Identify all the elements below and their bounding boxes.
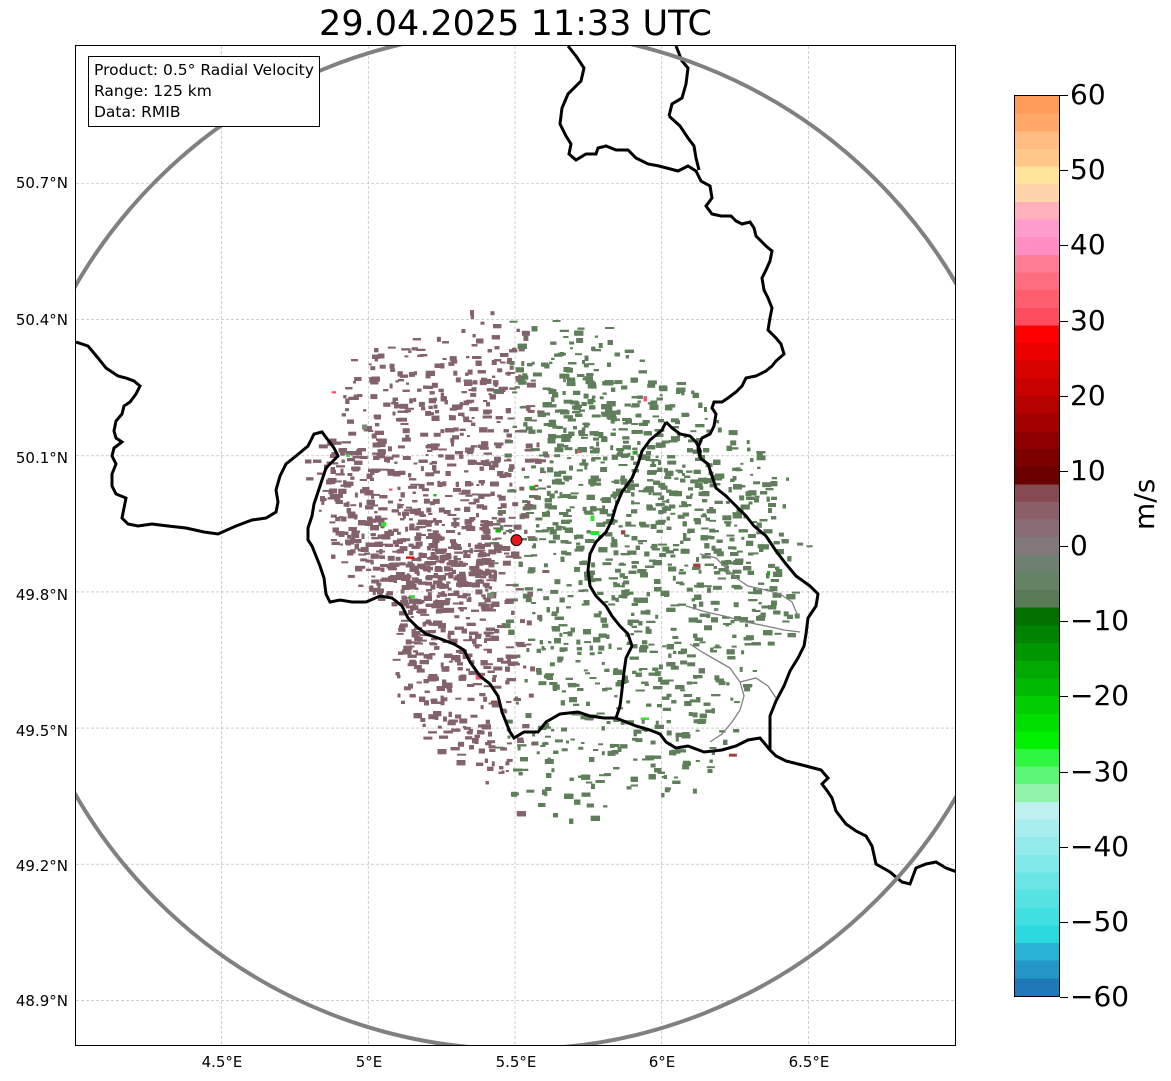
- admin-border-2: [685, 605, 801, 633]
- colorbar-tick-label: 60: [1070, 78, 1106, 111]
- colorbar-tick: [1060, 320, 1068, 322]
- lat-label: 49.2°N: [15, 857, 68, 875]
- lat-label: 50.4°N: [15, 311, 68, 329]
- colorbar-tick-label: 30: [1070, 303, 1106, 337]
- colorbar-tick: [1060, 395, 1068, 397]
- lat-label: 49.5°N: [15, 722, 68, 740]
- colorbar-tick: [1060, 470, 1068, 472]
- border-be-de: [558, 46, 786, 459]
- colorbar-tick-label: 10: [1070, 453, 1106, 487]
- radar-site-marker[interactable]: [510, 534, 523, 547]
- velocity-colorbar: [1014, 95, 1060, 997]
- colorbar-tick: [1060, 170, 1068, 172]
- lat-label: 48.9°N: [15, 992, 68, 1010]
- border-lu-de: [699, 456, 955, 886]
- chart-title: 29.04.2025 11:33 UTC: [319, 4, 712, 44]
- colorbar-tick-label: 40: [1070, 228, 1106, 262]
- border-fr-be-west: [76, 340, 616, 741]
- colorbar-tick-label: −20: [1070, 679, 1130, 713]
- colorbar-tick: [1060, 846, 1068, 848]
- colorbar-tick: [1060, 696, 1068, 698]
- border-be-de-top: [667, 46, 690, 117]
- map-canvas: [76, 46, 955, 1045]
- lon-label: 6°E: [648, 1053, 676, 1071]
- colorbar-tick: [1060, 771, 1068, 773]
- info-product: Product: 0.5° Radial Velocity: [94, 61, 314, 79]
- colorbar-tick: [1060, 621, 1068, 623]
- admin-border-3: [689, 643, 745, 743]
- colorbar-tick-label: 50: [1070, 153, 1106, 187]
- product-info-box: Product: 0.5° Radial Velocity Range: 125…: [88, 56, 320, 127]
- admin-border-4: [739, 677, 777, 699]
- info-range: Range: 125 km: [94, 82, 212, 100]
- radar-map[interactable]: [75, 45, 956, 1046]
- lon-label: 5.5°E: [495, 1053, 537, 1071]
- lat-label: 50.1°N: [15, 449, 68, 467]
- colorbar-tick-label: −30: [1070, 754, 1130, 788]
- colorbar-tick: [1060, 95, 1068, 96]
- colorbar-unit: m/s: [1128, 478, 1161, 530]
- lon-label: 6.5°E: [788, 1053, 830, 1071]
- lon-label: 5°E: [355, 1053, 383, 1071]
- border-fr-lu-south: [615, 716, 772, 754]
- country-borders: [76, 46, 955, 886]
- border-lu-west: [586, 421, 668, 719]
- border-be-de-top2: [667, 114, 701, 171]
- colorbar-tick-label: −60: [1070, 980, 1130, 1013]
- admin-border-1: [699, 553, 799, 617]
- colorbar-tick-label: −10: [1070, 604, 1130, 638]
- info-data-source: Data: RMIB: [94, 103, 181, 121]
- velocity-echoes: [305, 310, 813, 824]
- lon-label: 4.5°E: [201, 1053, 243, 1071]
- colorbar-tick: [1060, 245, 1068, 247]
- colorbar-tick-label: −40: [1070, 829, 1130, 863]
- colorbar-tick-label: 20: [1070, 378, 1106, 412]
- border-lu-north: [664, 420, 702, 458]
- colorbar-tick-label: −50: [1070, 904, 1130, 938]
- lat-label: 50.7°N: [15, 174, 68, 192]
- colorbar-tick: [1060, 997, 1068, 998]
- colorbar-tick: [1060, 546, 1068, 547]
- colorbar-tick: [1060, 921, 1068, 923]
- colorbar-tick-label: 0: [1070, 529, 1088, 562]
- lat-label: 49.8°N: [15, 586, 68, 604]
